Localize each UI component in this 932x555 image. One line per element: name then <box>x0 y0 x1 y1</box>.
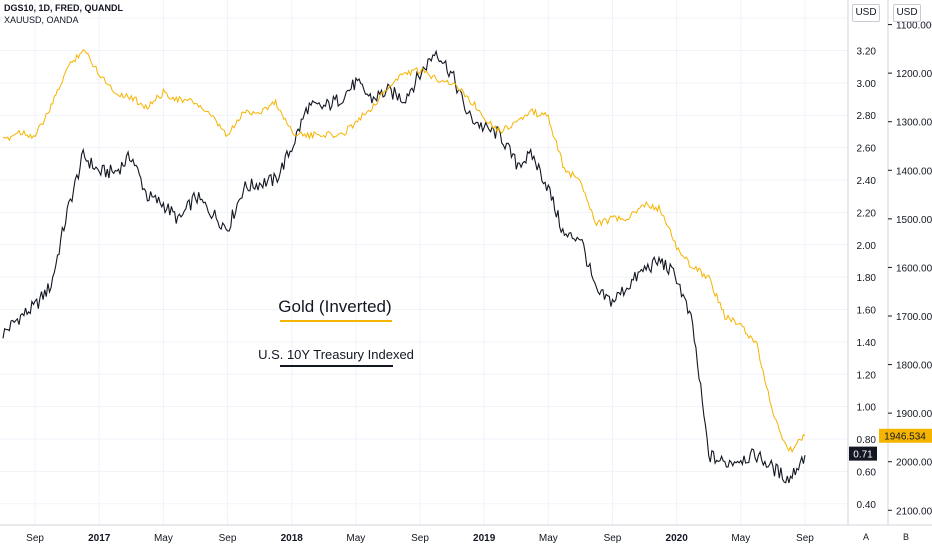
x-tick-label: Sep <box>26 533 44 544</box>
y-left-tick-label: 0.60 <box>857 467 877 478</box>
series-layer <box>2 49 806 484</box>
unit-right-button[interactable]: USD <box>893 4 921 22</box>
x-tick-label: May <box>346 533 365 544</box>
x-tick-label: 2017 <box>88 533 111 544</box>
y-right-tick-label: 1100.000 <box>896 21 932 32</box>
y-right-tick-label: 2100.000 <box>896 506 932 517</box>
y-axis-left: 3.403.203.002.802.602.402.202.001.801.60… <box>857 14 877 511</box>
y-left-tick-label: 2.60 <box>857 144 877 155</box>
y-left-tick-label: 0.80 <box>857 435 877 446</box>
auto-scale-button[interactable]: A <box>862 532 869 542</box>
y-right-tick-label: 1700.000 <box>896 312 932 323</box>
annotation-treasury-indexed: U.S. 10Y Treasury Indexed <box>258 347 414 362</box>
series-line-xauusd <box>2 49 806 454</box>
legend-secondary: XAUUSD, OANDA <box>4 15 79 25</box>
y-left-tick-label: 1.60 <box>857 306 877 317</box>
legend-primary: DGS10, 1D, FRED, QUANDL <box>4 3 124 13</box>
x-tick-label: Sep <box>411 533 429 544</box>
grid <box>0 0 848 525</box>
y-right-tick-label: 1400.000 <box>896 166 932 177</box>
treasury-last-value-badge <box>849 446 877 461</box>
x-tick-label: Sep <box>796 533 814 544</box>
x-tick-label: May <box>539 533 558 544</box>
y-left-tick-label: 0.40 <box>857 500 877 511</box>
y-right-tick-label: 1600.000 <box>896 263 932 274</box>
y-left-tick-label: 1.20 <box>857 370 877 381</box>
last-value-badges: 0.71 1946.534 <box>849 428 932 461</box>
y-left-tick-label: 1.00 <box>857 403 877 414</box>
gold-last-value: 1946.534 <box>884 432 926 443</box>
y-left-tick-label: 3.20 <box>857 46 877 57</box>
y-left-tick-label: 1.80 <box>857 273 877 284</box>
y-right-tick-label: 1500.000 <box>896 215 932 226</box>
annotation-gold-inverted: Gold (Inverted) <box>278 297 391 316</box>
y-left-tick-label: 2.20 <box>857 208 877 219</box>
y-left-tick-label: 2.40 <box>857 176 877 187</box>
y-right-tick-label: 1800.000 <box>896 361 932 372</box>
x-axis: Sep 2017 May Sep 2018 May Sep 2019 May Sep 2020 May… <box>26 533 814 544</box>
x-tick-label: Sep <box>219 533 237 544</box>
y-right-tick-label: 1200.000 <box>896 69 932 80</box>
x-tick-label: Sep <box>604 533 622 544</box>
y-left-tick-label: 2.00 <box>857 241 877 252</box>
unit-left-button[interactable]: USD <box>852 4 880 22</box>
y-axis-right: 1100.000 1200.000 1300.000 1400.000 1500.000… <box>888 21 932 517</box>
x-tick-label: May <box>731 533 750 544</box>
x-tick-label: 2019 <box>473 533 496 544</box>
y-right-tick-label: 1300.000 <box>896 118 932 129</box>
x-tick-label: 2018 <box>281 533 304 544</box>
y-right-tick-label: 2000.000 <box>896 458 932 469</box>
x-tick-label: 2020 <box>666 533 689 544</box>
log-scale-button[interactable]: B <box>902 532 909 542</box>
treasury-last-value: 0.71 <box>853 450 873 461</box>
y-left-tick-label: 1.40 <box>857 338 877 349</box>
series-line-dgs10 <box>2 49 806 484</box>
y-left-tick-label: 2.80 <box>857 111 877 122</box>
y-left-tick-label: 3.00 <box>857 79 877 90</box>
y-right-tick-label: 1900.000 <box>896 409 932 420</box>
gold-last-value-badge <box>879 428 932 443</box>
x-tick-label: May <box>154 533 173 544</box>
